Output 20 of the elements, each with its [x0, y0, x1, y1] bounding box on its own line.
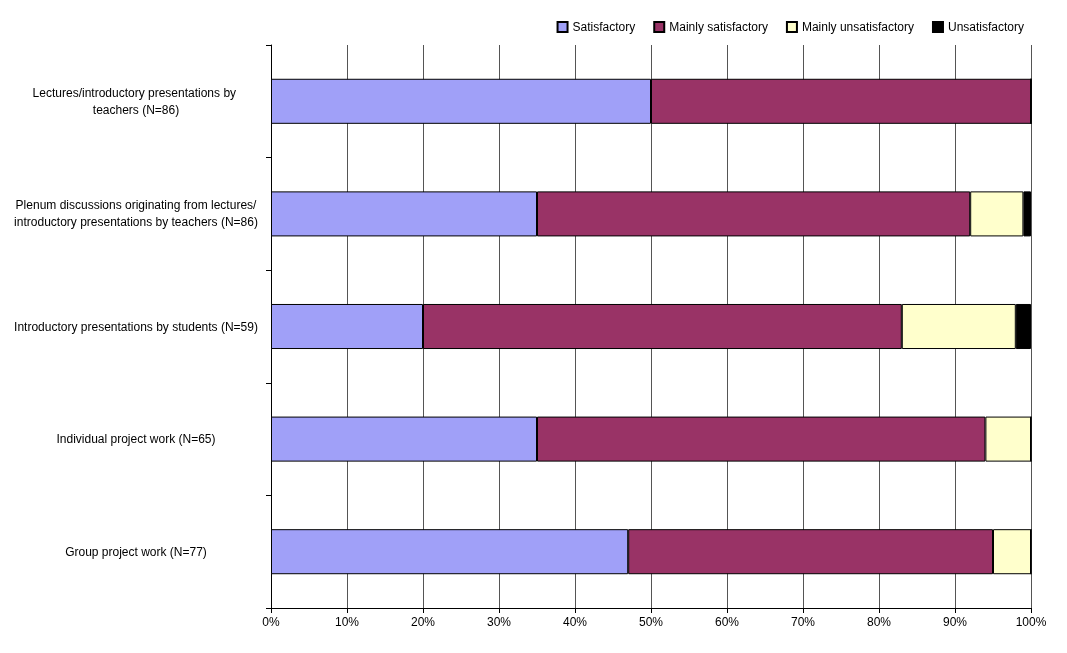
legend-label: Unsatisfactory [947, 20, 1025, 34]
y-tick-label: Lectures/introductory presentations by teachers (N=86) [32, 85, 240, 117]
y-tick-label: Plenum discussions originating from lectures/introductory presentations by teachers (N=86) [14, 198, 258, 230]
x-tick-label: 30% [486, 615, 512, 629]
y-tick-label: Group project work (N=77) [65, 544, 207, 559]
legend-label: Mainly unsatisfactory [801, 20, 914, 34]
x-tick-label: 70% [790, 615, 816, 629]
y-tick-label: Individual project work (N=65) [56, 432, 216, 447]
legend-label: Mainly satisfactory [669, 20, 768, 34]
x-tick-label: 100% [1015, 615, 1047, 629]
x-tick-label: 60% [714, 615, 740, 629]
legend-label: Satisfactory [572, 20, 636, 34]
x-tick-label: 90% [942, 615, 968, 629]
x-tick-label: 10% [334, 615, 360, 629]
x-tick-label: 40% [562, 615, 588, 629]
x-tick-label: 50% [638, 615, 664, 629]
x-tick-label: 0% [262, 615, 280, 629]
x-tick-label: 20% [410, 615, 436, 629]
y-tick-label: Introductory presentations by students (N=59) [14, 319, 258, 334]
x-tick-label: 80% [866, 615, 892, 629]
